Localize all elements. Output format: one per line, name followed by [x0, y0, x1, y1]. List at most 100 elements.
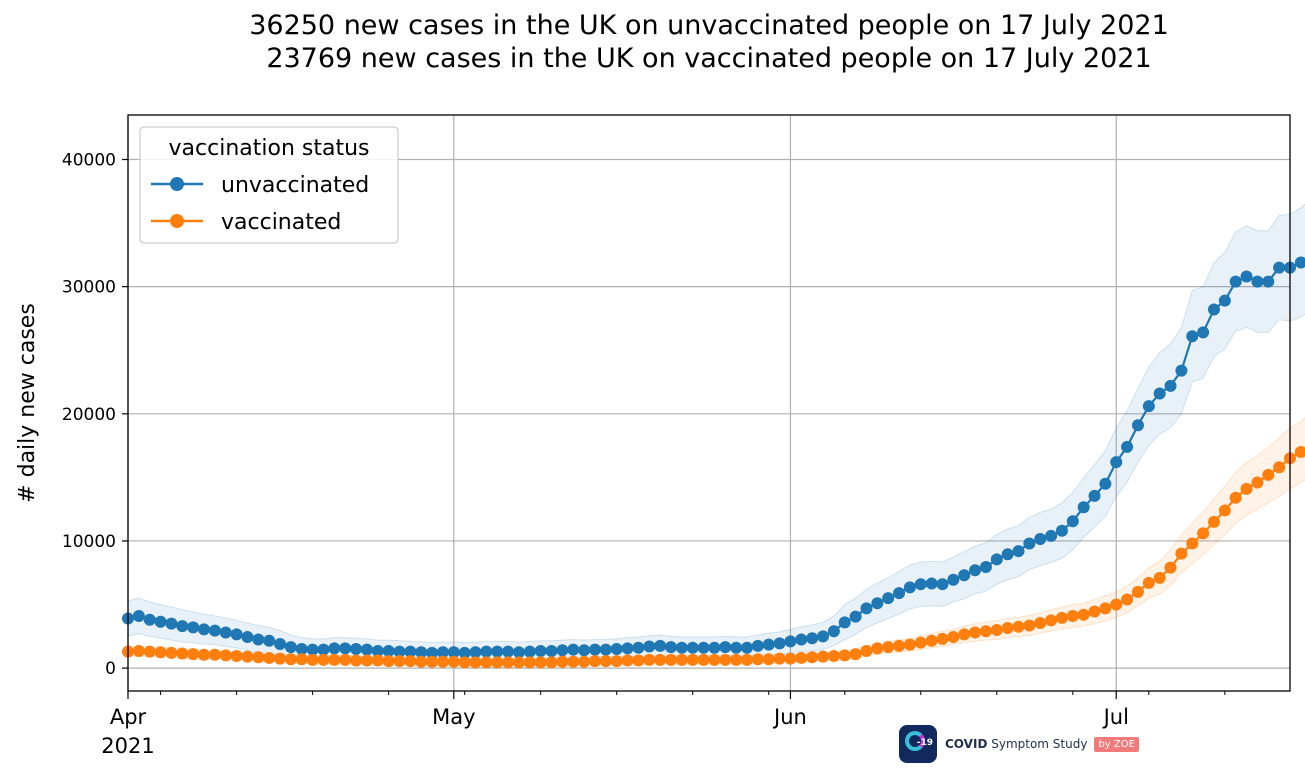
- data-point-unvaccinated: [838, 616, 851, 629]
- data-point-vaccinated: [838, 649, 851, 662]
- y-tick-label: 30000: [62, 278, 116, 298]
- data-point-vaccinated: [393, 655, 406, 668]
- data-point-vaccinated: [708, 653, 721, 666]
- data-point-vaccinated: [317, 653, 330, 666]
- data-point-vaccinated: [903, 638, 916, 651]
- data-point-unvaccinated: [187, 621, 200, 634]
- data-point-unvaccinated: [719, 641, 732, 654]
- data-point-unvaccinated: [436, 646, 449, 659]
- data-point-vaccinated: [382, 655, 395, 668]
- data-point-unvaccinated: [903, 581, 916, 594]
- data-point-vaccinated: [990, 623, 1003, 636]
- data-point-vaccinated: [534, 656, 547, 669]
- data-point-unvaccinated: [588, 643, 601, 656]
- data-point-vaccinated: [143, 645, 156, 658]
- data-point-vaccinated: [730, 653, 743, 666]
- data-point-unvaccinated: [502, 645, 515, 658]
- data-point-vaccinated: [176, 647, 189, 660]
- covid-symptom-study-logo: -19 COVID Symptom Study by ZOE: [899, 724, 1139, 764]
- data-point-vaccinated: [1023, 619, 1036, 632]
- data-point-unvaccinated: [567, 643, 580, 656]
- data-point-unvaccinated: [1066, 515, 1079, 528]
- data-point-unvaccinated: [219, 626, 232, 639]
- data-point-unvaccinated: [447, 646, 460, 659]
- data-point-unvaccinated: [697, 641, 710, 654]
- data-point-unvaccinated: [404, 645, 417, 658]
- data-point-unvaccinated: [165, 617, 178, 630]
- data-point-vaccinated: [817, 650, 830, 663]
- y-tick-label: 10000: [62, 532, 116, 552]
- data-point-vaccinated: [404, 655, 417, 668]
- data-point-unvaccinated: [827, 625, 840, 638]
- series-lines: [122, 256, 1305, 669]
- series-points-vaccinated: [122, 445, 1305, 669]
- data-point-unvaccinated: [1045, 529, 1058, 542]
- data-point-vaccinated: [360, 654, 373, 667]
- data-point-unvaccinated: [643, 640, 656, 653]
- data-point-vaccinated: [1240, 482, 1253, 495]
- data-point-unvaccinated: [610, 643, 623, 656]
- data-point-vaccinated: [1175, 547, 1188, 560]
- data-point-unvaccinated: [1012, 545, 1025, 558]
- data-point-unvaccinated: [415, 646, 428, 659]
- data-point-vaccinated: [1121, 593, 1134, 606]
- data-point-vaccinated: [925, 634, 938, 647]
- data-point-unvaccinated: [263, 634, 276, 647]
- data-point-vaccinated: [632, 654, 645, 667]
- data-point-unvaccinated: [632, 641, 645, 654]
- data-point-vaccinated: [1045, 614, 1058, 627]
- data-point-vaccinated: [1251, 476, 1264, 489]
- data-point-unvaccinated: [849, 610, 862, 623]
- data-point-vaccinated: [643, 653, 656, 666]
- data-point-vaccinated: [480, 656, 493, 669]
- data-point-vaccinated: [1273, 461, 1286, 474]
- data-point-unvaccinated: [469, 646, 482, 659]
- data-point-unvaccinated: [817, 630, 830, 643]
- data-point-unvaccinated: [1197, 326, 1210, 339]
- data-point-unvaccinated: [969, 564, 982, 577]
- data-point-vaccinated: [328, 653, 341, 666]
- data-point-unvaccinated: [252, 633, 265, 646]
- data-point-unvaccinated: [371, 644, 384, 657]
- data-point-vaccinated: [284, 653, 297, 666]
- data-point-unvaccinated: [132, 609, 145, 622]
- logo-brand-text: COVID Symptom Study: [945, 737, 1088, 751]
- data-point-vaccinated: [741, 653, 754, 666]
- y-tick-label: 20000: [62, 405, 116, 425]
- series-points-unvaccinated: [122, 256, 1305, 659]
- data-point-vaccinated: [1229, 491, 1242, 504]
- data-point-vaccinated: [1262, 468, 1275, 481]
- plot-frame: [127, 114, 1291, 692]
- data-point-vaccinated: [1088, 605, 1101, 618]
- data-point-unvaccinated: [382, 644, 395, 657]
- data-point-vaccinated: [1066, 609, 1079, 622]
- data-point-vaccinated: [893, 639, 906, 652]
- data-point-vaccinated: [599, 655, 612, 668]
- data-point-unvaccinated: [458, 646, 471, 659]
- data-point-vaccinated: [523, 656, 536, 669]
- data-point-vaccinated: [1131, 585, 1144, 598]
- data-point-vaccinated: [784, 652, 797, 665]
- data-point-vaccinated: [447, 655, 460, 668]
- data-point-vaccinated: [860, 644, 873, 657]
- data-point-vaccinated: [208, 648, 221, 661]
- data-point-vaccinated: [1164, 561, 1177, 574]
- data-point-vaccinated: [675, 653, 688, 666]
- data-point-vaccinated: [1207, 515, 1220, 528]
- data-point-unvaccinated: [534, 644, 547, 657]
- data-point-vaccinated: [1034, 616, 1047, 629]
- data-point-vaccinated: [773, 652, 786, 665]
- data-point-vaccinated: [578, 655, 591, 668]
- data-point-unvaccinated: [751, 639, 764, 652]
- data-point-unvaccinated: [480, 645, 493, 658]
- data-point-unvaccinated: [523, 645, 536, 658]
- data-point-vaccinated: [882, 641, 895, 654]
- data-point-unvaccinated: [621, 642, 634, 655]
- data-point-vaccinated: [914, 636, 927, 649]
- data-point-vaccinated: [545, 656, 558, 669]
- data-point-unvaccinated: [545, 644, 558, 657]
- data-point-vaccinated: [165, 646, 178, 659]
- data-point-vaccinated: [588, 655, 601, 668]
- y-tick-label: 40000: [62, 151, 116, 171]
- data-point-unvaccinated: [1034, 533, 1047, 546]
